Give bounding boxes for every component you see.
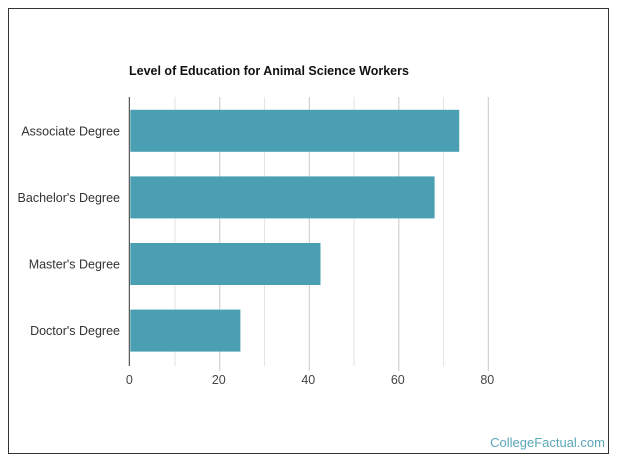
chart-frame — [8, 8, 609, 454]
credit-link[interactable]: CollegeFactual.com — [490, 435, 605, 450]
bar — [130, 243, 321, 285]
bar — [130, 109, 460, 152]
chart-title: Level of Education for Animal Science Wo… — [129, 64, 409, 78]
category-label: Bachelor's Degree — [18, 191, 120, 205]
x-tick-label: 60 — [391, 373, 405, 387]
bar — [130, 176, 435, 219]
x-tick-label: 80 — [480, 373, 494, 387]
x-tick-label: 40 — [301, 373, 315, 387]
category-label: Associate Degree — [21, 124, 120, 138]
bar — [130, 309, 241, 352]
x-tick-label: 0 — [126, 373, 133, 387]
category-label: Master's Degree — [29, 258, 120, 272]
x-tick-label: 20 — [212, 373, 226, 387]
category-label: Doctor's Degree — [30, 324, 120, 338]
